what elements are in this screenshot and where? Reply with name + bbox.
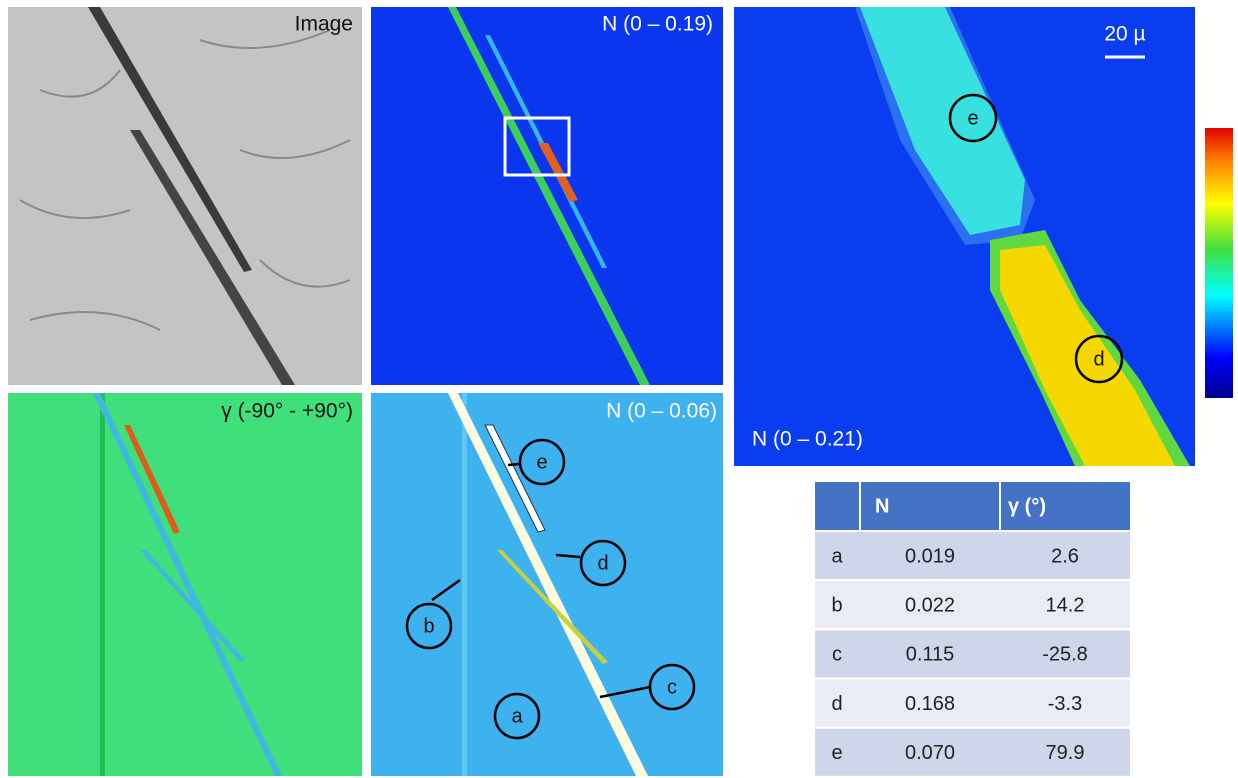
marker-label: b (423, 615, 434, 637)
marker (1074, 334, 1124, 384)
table-cell: d (831, 693, 842, 715)
n-map-hotspot (538, 143, 578, 202)
image-background (8, 7, 362, 385)
n-map-low-streak (448, 393, 648, 776)
table-cell: -3.3 (1048, 693, 1082, 715)
gamma-hotspot (124, 425, 180, 534)
n-map-low-streak (497, 550, 608, 664)
marker-label: c (667, 676, 677, 698)
marker-label: d (1093, 348, 1104, 370)
gamma-map-panel: γ (-90° - +90°) (8, 393, 362, 776)
n-map-panel: N (0 – 0.19) (371, 7, 723, 385)
table: N γ (°) a 0.019 2.6 b 0.022 14.2 c 0.115 -25.8 d 0… (815, 482, 1130, 776)
marker-label: e (967, 107, 978, 129)
column-header: γ (°) (1008, 495, 1046, 517)
n-map-streak (448, 7, 650, 385)
scale-bar-label: 20 µ (1104, 23, 1145, 46)
table-header (815, 482, 1130, 530)
zoom-band-yellow (1000, 245, 1175, 466)
table-row (815, 630, 1130, 678)
gamma-stripe (100, 393, 105, 776)
table-cell: c (832, 644, 842, 666)
markers: e d b c a (405, 438, 696, 740)
table-cell: b (831, 594, 842, 616)
table-cell: a (831, 545, 843, 567)
table-cell: 0.070 (905, 742, 955, 764)
panel-label: γ (-90° - +90°) (221, 400, 353, 423)
image-cracks (19, 29, 351, 331)
zoom-band-cyan (860, 7, 1025, 235)
table-cell: 0.019 (905, 545, 955, 567)
panel-label: N (0 – 0.19) (602, 13, 713, 36)
n-map-low-streak (484, 424, 546, 533)
panel-label: N (0 – 0.06) (606, 400, 717, 423)
zoom-box (503, 116, 571, 177)
column-header: N (875, 495, 889, 517)
gamma-streak (93, 393, 282, 776)
marker-label: a (511, 705, 523, 727)
panel-label: Image (295, 13, 353, 36)
table-cell: 2.6 (1051, 545, 1079, 567)
arrows (431, 462, 651, 699)
marker (948, 93, 998, 143)
marker-label: d (597, 552, 608, 574)
image-streak (130, 130, 295, 385)
table-cell: 0.022 (905, 594, 955, 616)
n-map-low-stripe (462, 393, 467, 776)
table-cell: 14.2 (1046, 594, 1085, 616)
table-row (815, 581, 1130, 629)
table-cell: 79.9 (1046, 742, 1085, 764)
zoom-panel: 20 µ N (0 – 0.21) e d (734, 7, 1195, 466)
image-panel: Image (8, 7, 362, 385)
table-row (815, 728, 1130, 776)
table-row (815, 679, 1130, 727)
table-row (815, 532, 1130, 579)
table-cell: -25.8 (1042, 644, 1088, 666)
gamma-streak (140, 550, 245, 662)
table-cell: e (831, 742, 842, 764)
colorbar (1205, 128, 1233, 398)
image-streak (88, 7, 252, 272)
table-cell: 0.115 (906, 644, 955, 666)
marker-label: e (536, 451, 547, 473)
panel-label: N (0 – 0.21) (752, 428, 863, 451)
n-map-low-panel: N (0 – 0.06) e d b c a (371, 393, 723, 776)
table-cell: 0.168 (905, 693, 955, 715)
